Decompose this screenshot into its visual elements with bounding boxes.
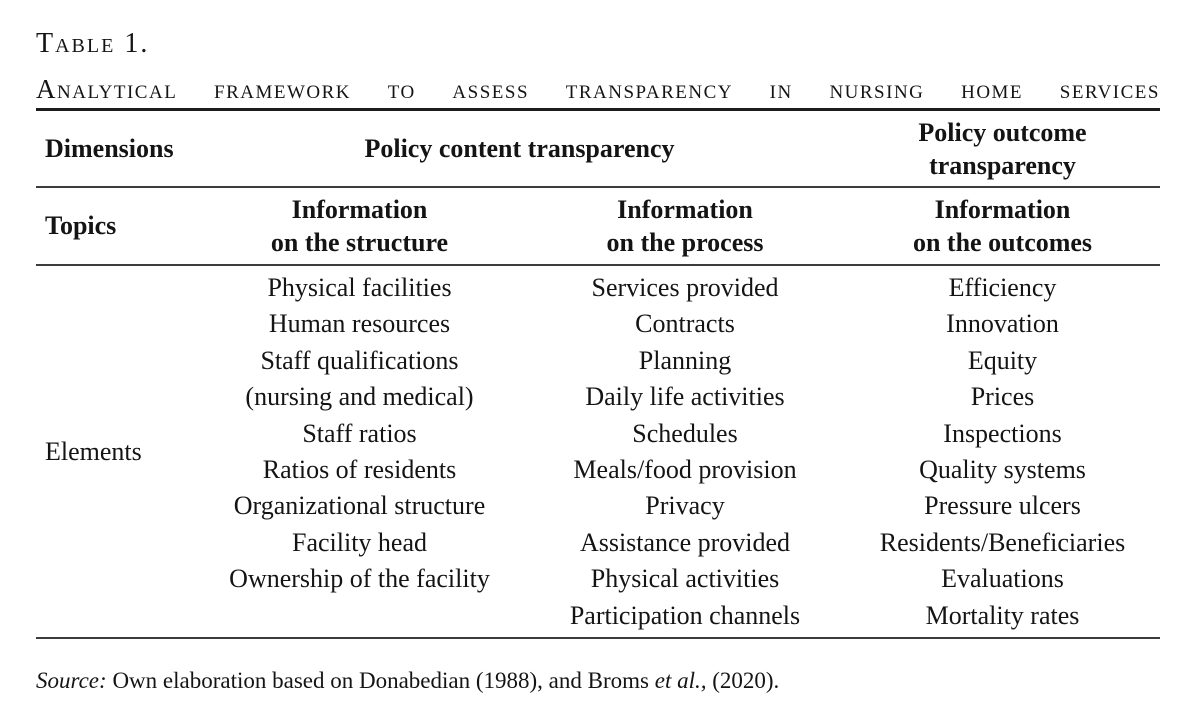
list-item: Privacy [645,491,725,521]
table-row-topics: Topics Information on the structure Info… [36,188,1160,266]
column-header-structure-line1: Information [291,195,428,224]
table-number-label: Table 1. [36,28,150,59]
column-header-policy-outcome-line1: Policy outcome [918,117,1087,147]
list-item: Innovation [946,309,1059,339]
elements-row-label: Elements [45,436,142,466]
elements-outcomes-list: Efficiency Innovation Equity Prices Insp… [845,270,1160,634]
table-title-word: services [1059,74,1160,104]
column-header-policy-outcome: Policy outcome transparency [845,116,1160,182]
list-item: Staff ratios [302,418,417,448]
source-note-prefix: Source: [36,668,107,693]
list-item: Daily life activities [585,382,785,412]
column-header-structure-line2: on the structure [270,228,449,257]
list-item: Evaluations [941,564,1064,594]
list-item: (nursing and medical) [245,382,474,412]
table-title-word: to [387,74,416,104]
list-item: Mortality rates [925,600,1080,630]
list-item: Efficiency [948,273,1057,302]
column-header-policy-outcome-line2: transparency [929,150,1076,180]
table-title-word: home [961,74,1024,104]
list-item: Contracts [635,309,735,339]
list-item: Schedules [632,418,738,448]
list-item: Physical facilities [267,273,452,302]
column-header-outcomes: Information on the outcomes [845,193,1160,259]
list-item: Equity [967,345,1038,375]
list-item: Quality systems [919,454,1086,484]
list-item-empty [194,598,525,634]
column-header-outcomes-line1: Information [934,195,1071,224]
column-header-structure: Information on the structure [194,193,525,259]
table-title-word: assess [452,74,530,104]
column-header-process: Information on the process [525,193,845,259]
table-row-elements: Elements Physical facilities Human resou… [36,266,1160,637]
table-title-word: in [769,74,793,104]
analytical-framework-table: Dimensions Policy content transparency P… [36,108,1160,639]
list-item: Pressure ulcers [924,491,1081,521]
source-note-etal: et al., [654,668,707,693]
source-note: Source: Own elaboration based on Donabed… [36,668,779,694]
topics-row-label: Topics [45,211,117,240]
table-title-word: transparency [565,74,733,104]
column-header-outcomes-line2: on the outcomes [912,228,1093,257]
elements-structure-list: Physical facilities Human resources Staf… [194,270,525,634]
list-item: Human resources [268,309,451,339]
elements-process-list: Services provided Contracts Planning Dai… [525,270,845,634]
dimensions-row-label: Dimensions [45,133,174,163]
table-title-word: framework [214,74,352,104]
source-note-body: Own elaboration based on Donabedian (198… [106,668,655,693]
list-item: Participation channels [569,600,801,630]
list-item: Staff qualifications [260,345,459,375]
column-header-process-line1: Information [617,195,753,224]
table-title-word: Analytical [36,74,178,104]
list-item: Residents/Beneficiaries [879,527,1126,557]
list-item: Services provided [591,273,779,302]
list-item: Ratios of residents [262,454,457,484]
column-header-process-line2: on the process [606,228,764,257]
list-item: Physical activities [590,564,780,594]
list-item: Meals/food provision [573,454,797,484]
column-header-policy-content: Policy content transparency [364,134,675,163]
list-item: Inspections [943,418,1062,448]
table-row-dimensions: Dimensions Policy content transparency P… [36,111,1160,188]
list-item: Ownership of the facility [229,564,490,594]
table-title: Analytical framework to assess transpare… [36,74,1160,105]
list-item: Organizational structure [233,491,486,521]
list-item: Prices [970,382,1035,412]
list-item: Facility head [291,527,427,557]
list-item: Planning [638,345,732,375]
list-item: Assistance provided [579,527,791,557]
table-title-word: nursing [829,74,925,104]
source-note-suffix: (2020). [706,668,780,693]
